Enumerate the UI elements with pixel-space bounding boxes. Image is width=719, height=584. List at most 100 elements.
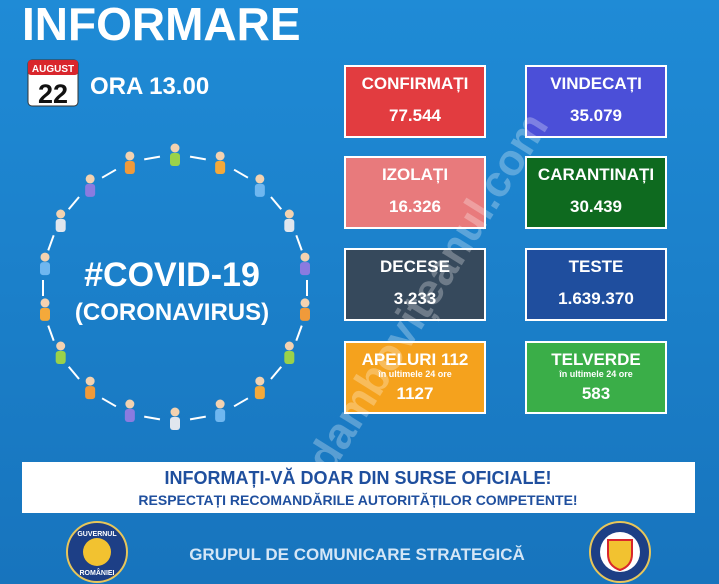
person-body	[40, 307, 51, 321]
logo-text: ROMÂNIEI	[80, 568, 115, 577]
person-head	[255, 174, 265, 184]
calendar-month: AUGUST	[32, 64, 74, 75]
person-head	[284, 341, 294, 351]
logo-left: GUVERNUL ROMÂNIEI	[66, 521, 128, 583]
card-value: 30.439	[570, 197, 622, 216]
person-head	[125, 399, 135, 409]
time: ORA 13.00	[90, 73, 209, 100]
footer-text: GRUPUL DE COMUNICARE STRATEGICĂ	[189, 545, 525, 564]
card-value: 35.079	[570, 106, 622, 125]
subtitle: (CORONAVIRUS)	[75, 299, 269, 326]
person-body	[85, 183, 96, 197]
card-value: 1.639.370	[558, 289, 634, 308]
hashtag: #COVID-19	[84, 256, 260, 294]
person-head	[215, 399, 225, 409]
arrow	[295, 234, 303, 251]
person-icon	[55, 341, 66, 364]
card-note: în ultimele 24 ore	[377, 369, 452, 379]
person-icon	[299, 252, 310, 276]
card-label: VINDECAȚI	[550, 74, 642, 93]
logo-text: GUVERNUL	[77, 531, 117, 538]
person-icon	[299, 298, 310, 321]
person-icon	[124, 399, 135, 423]
person-head	[284, 209, 294, 219]
arrow	[144, 155, 161, 161]
person-head	[300, 252, 310, 262]
person-head	[56, 341, 66, 351]
arrow	[270, 196, 283, 210]
calendar-icon: AUGUST 22	[27, 59, 79, 109]
person-body	[55, 351, 66, 364]
person-icon	[85, 376, 96, 400]
arrow	[144, 415, 161, 421]
person-body	[254, 183, 265, 197]
person-icon	[40, 298, 51, 321]
people-ring	[40, 143, 310, 430]
arrow	[189, 415, 206, 421]
card-label: TELVERDE	[551, 350, 640, 369]
card	[344, 248, 486, 321]
card	[525, 65, 667, 138]
person-body	[170, 417, 180, 430]
banner-line1: INFORMAȚI-VĂ DOAR DIN SURSE OFICIALE!	[165, 467, 552, 488]
person-body	[170, 153, 180, 166]
card	[344, 341, 486, 414]
person-icon	[55, 209, 66, 232]
card-label: TESTE	[569, 257, 624, 276]
calendar-day: 22	[38, 79, 68, 109]
arrow	[101, 397, 117, 408]
logo-right	[589, 521, 651, 583]
person-icon	[284, 209, 295, 232]
cards: CONFIRMAȚI 77.544 VINDECAȚI 35.079 IZOLAȚI 16…	[344, 65, 667, 414]
person-head	[215, 151, 225, 161]
arrow	[189, 155, 206, 161]
person-icon	[170, 407, 180, 430]
person-body	[284, 351, 295, 364]
card-value: 583	[582, 384, 610, 403]
arrow	[233, 397, 249, 408]
arrow	[47, 325, 55, 342]
person-icon	[215, 151, 226, 174]
card	[344, 65, 486, 138]
person-head	[255, 376, 265, 386]
card	[525, 248, 667, 321]
arrow	[67, 196, 80, 210]
banner-line2: RESPECTAȚI RECOMANDĂRILE AUTORITĂȚILOR C…	[138, 492, 577, 508]
arrow	[270, 366, 283, 380]
person-body	[215, 409, 226, 423]
arrow	[47, 234, 55, 251]
card-value: 77.544	[389, 106, 442, 125]
person-body	[254, 386, 265, 400]
person-icon	[215, 399, 226, 423]
person-icon	[254, 376, 265, 400]
card-label: DECESE	[380, 257, 450, 276]
person-head	[40, 252, 50, 262]
person-icon	[124, 151, 135, 174]
person-body	[284, 219, 295, 232]
banner	[22, 462, 695, 513]
card-note: în ultimele 24 ore	[558, 369, 633, 379]
person-icon	[170, 143, 180, 166]
card-label: APELURI 112	[362, 350, 469, 369]
card-label: CONFIRMAȚI	[362, 74, 469, 93]
person-head	[85, 174, 95, 184]
card	[344, 156, 486, 229]
title: INFORMARE	[22, 0, 301, 50]
card-value: 16.326	[389, 197, 441, 216]
card-label: CARANTINAȚI	[538, 165, 654, 184]
card	[525, 156, 667, 229]
card	[525, 341, 667, 414]
arrow	[67, 366, 80, 380]
arrow	[233, 168, 249, 179]
arrow	[101, 168, 117, 179]
person-body	[299, 262, 310, 276]
person-head	[170, 143, 180, 153]
person-icon	[40, 252, 51, 276]
person-head	[170, 407, 180, 417]
card-label: IZOLAȚI	[382, 165, 448, 184]
person-body	[124, 409, 135, 423]
arrow	[295, 325, 303, 342]
person-body	[124, 160, 135, 174]
